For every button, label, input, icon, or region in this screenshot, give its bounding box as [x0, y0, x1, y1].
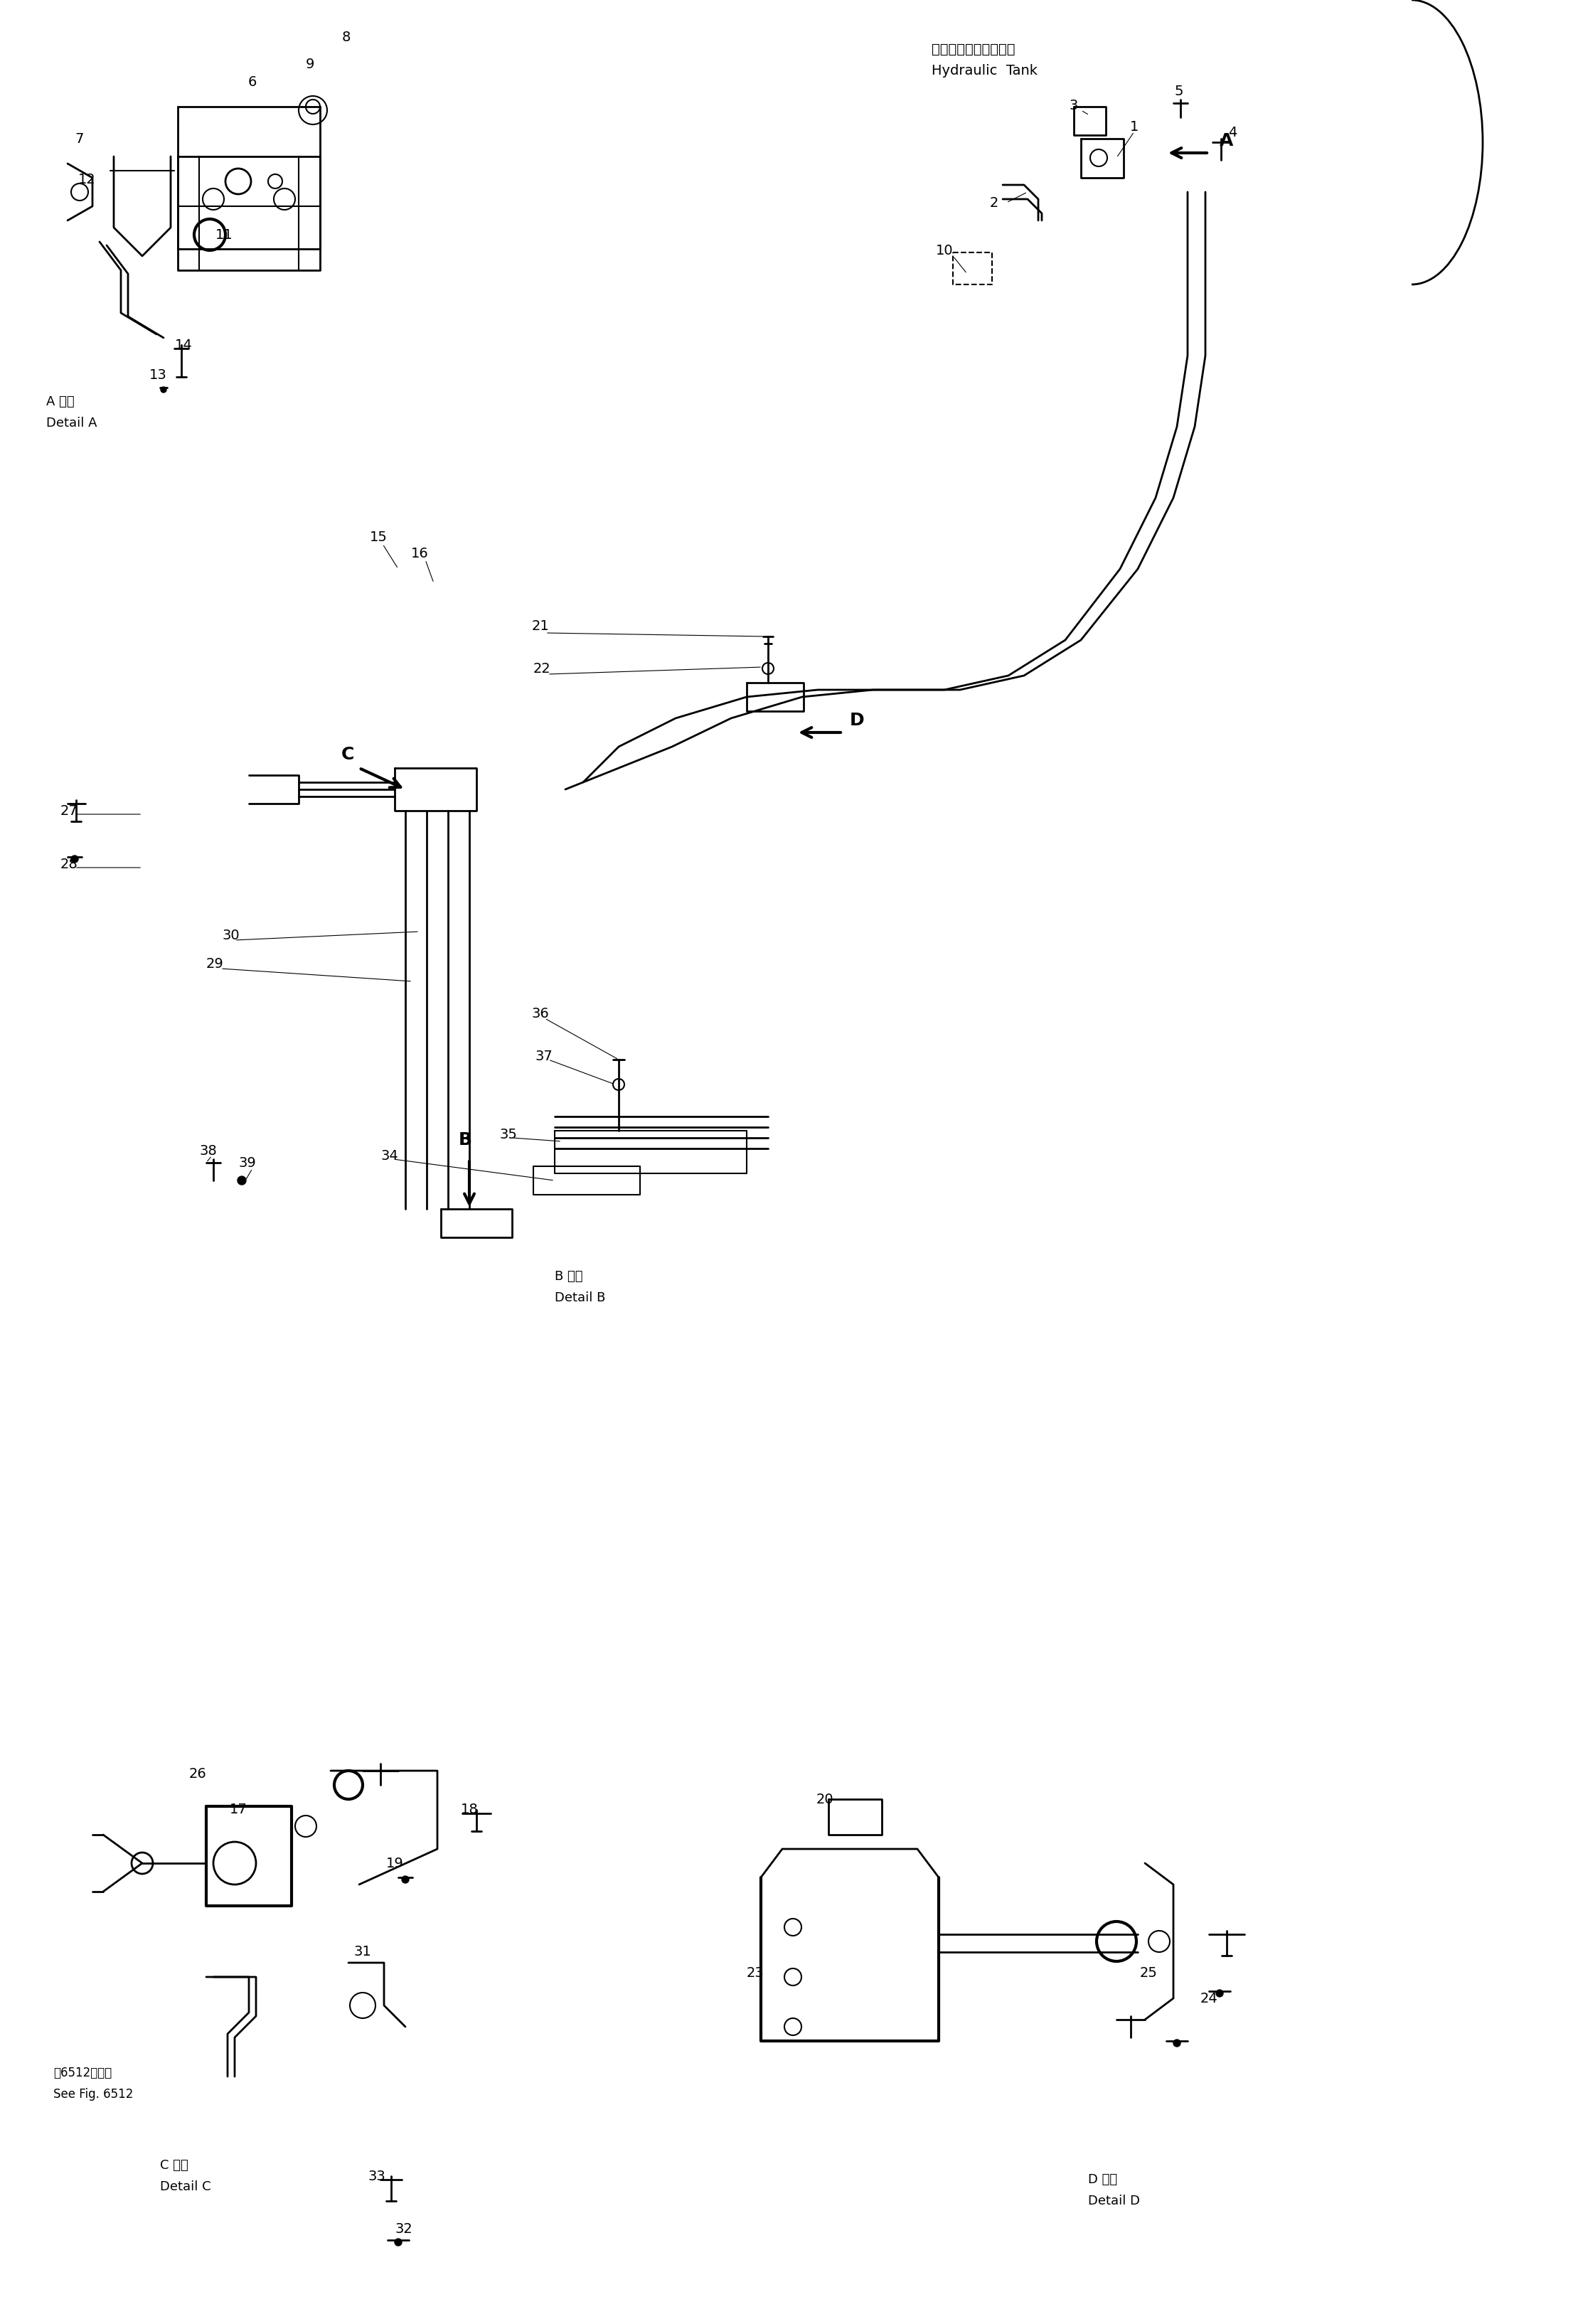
Text: B 詳細: B 詳細	[555, 1271, 582, 1283]
Text: 15: 15	[369, 530, 387, 544]
Text: 34: 34	[380, 1148, 399, 1162]
Text: 1: 1	[1130, 121, 1139, 132]
Text: C 詳細: C 詳細	[159, 2159, 188, 2173]
Text: ハイドロリックタンク: ハイドロリックタンク	[931, 42, 1015, 56]
Text: 29: 29	[207, 957, 224, 971]
Text: A: A	[1220, 132, 1234, 149]
Text: 38: 38	[199, 1143, 218, 1157]
Circle shape	[1174, 2040, 1180, 2047]
Text: 11: 11	[215, 228, 234, 242]
Text: 8: 8	[342, 30, 350, 44]
Text: D: D	[851, 711, 865, 730]
Circle shape	[394, 2238, 402, 2245]
Circle shape	[402, 1875, 409, 1882]
Text: 22: 22	[533, 662, 551, 676]
Text: 24: 24	[1201, 1992, 1218, 2006]
Text: 30: 30	[222, 927, 240, 941]
Text: 37: 37	[535, 1048, 552, 1062]
Text: 第6512図参照: 第6512図参照	[54, 2066, 112, 2080]
Bar	[178, 107, 320, 249]
Circle shape	[71, 855, 79, 862]
Text: 13: 13	[148, 367, 167, 381]
Text: See Fig. 6512: See Fig. 6512	[54, 2087, 133, 2101]
Text: 17: 17	[229, 1803, 248, 1817]
Text: C: C	[341, 746, 355, 762]
Text: Detail C: Detail C	[159, 2180, 211, 2194]
Text: 36: 36	[532, 1006, 549, 1020]
Text: 3: 3	[1070, 98, 1078, 112]
Circle shape	[238, 1176, 246, 1185]
Text: 9: 9	[306, 58, 314, 70]
Text: Hydraulic  Tank: Hydraulic Tank	[931, 65, 1038, 77]
Circle shape	[161, 386, 166, 393]
Text: 18: 18	[461, 1803, 478, 1817]
Text: 14: 14	[175, 339, 193, 351]
Text: 20: 20	[816, 1792, 833, 1806]
Text: 28: 28	[60, 858, 77, 872]
Text: 25: 25	[1139, 1966, 1157, 1980]
Circle shape	[1217, 1989, 1223, 1996]
Text: Detail B: Detail B	[555, 1292, 606, 1304]
Text: 10: 10	[936, 244, 953, 258]
Text: 2: 2	[989, 195, 999, 209]
Text: 16: 16	[410, 546, 428, 560]
Text: 39: 39	[238, 1155, 256, 1169]
Text: 27: 27	[60, 804, 77, 818]
Text: 26: 26	[189, 1769, 207, 1780]
Text: D 詳細: D 詳細	[1087, 2173, 1117, 2187]
Text: 7: 7	[76, 132, 84, 146]
Text: 19: 19	[387, 1857, 404, 1871]
Text: Detail A: Detail A	[46, 416, 98, 430]
Text: A 詳細: A 詳細	[46, 395, 74, 409]
Text: 4: 4	[1228, 125, 1237, 139]
Text: Detail D: Detail D	[1087, 2194, 1139, 2208]
Text: 23: 23	[746, 1966, 764, 1980]
Text: 5: 5	[1174, 84, 1184, 98]
Text: 6: 6	[248, 74, 257, 88]
Text: 21: 21	[532, 618, 549, 632]
Text: 32: 32	[394, 2222, 413, 2236]
Text: 33: 33	[368, 2168, 385, 2182]
Text: 12: 12	[77, 172, 96, 186]
Text: 35: 35	[500, 1127, 518, 1141]
Text: 31: 31	[353, 1945, 371, 1959]
Text: B: B	[459, 1132, 472, 1148]
